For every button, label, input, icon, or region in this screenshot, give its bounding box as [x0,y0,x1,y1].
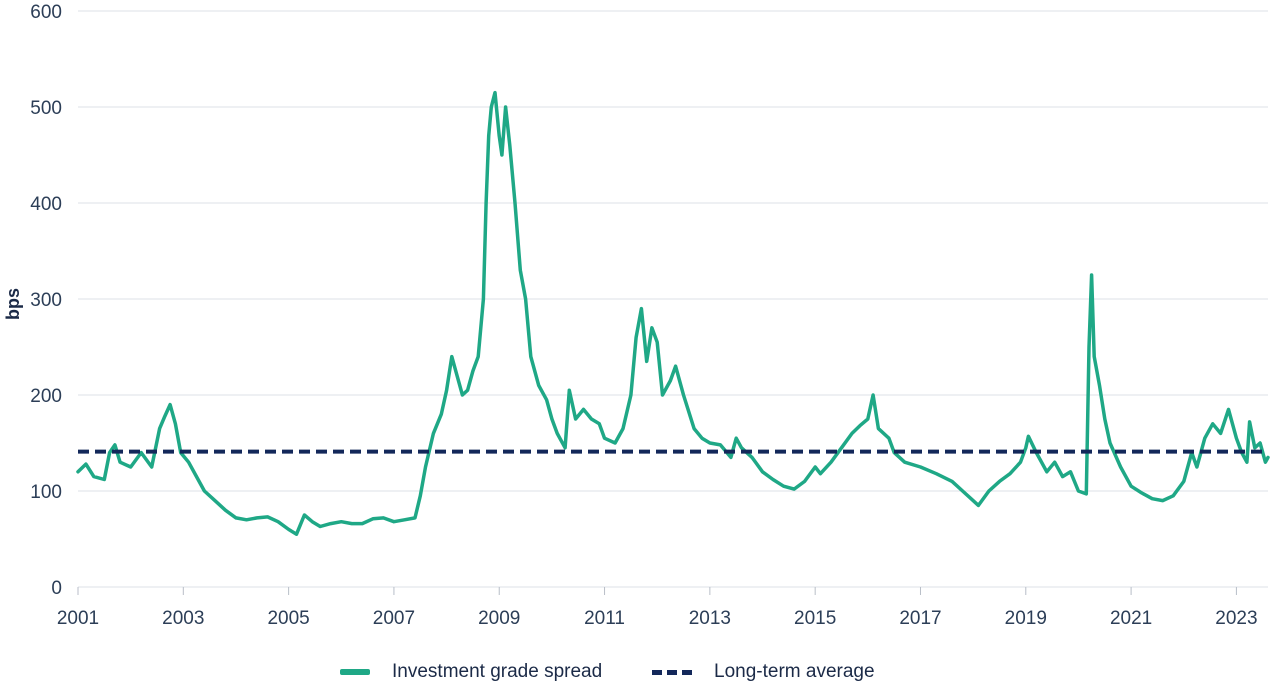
series-lines [76,90,1270,536]
x-tick-label: 2015 [794,608,836,629]
legend-item-average: Long-term average [652,659,875,685]
x-tick-label: 2017 [899,608,941,629]
y-tick-label: 100 [30,482,62,503]
legend-swatch-average [652,669,692,675]
x-tick-label: 2003 [162,608,204,629]
line-chart: 0 100 200 300 400 500 600 2001 2003 2005 2007 2009… [3,2,1270,629]
y-axis-ticks: 0 100 200 300 400 500 600 [30,2,62,599]
x-tick-label: 2013 [689,608,731,629]
y-tick-label: 300 [30,290,62,311]
y-axis-title: bps [3,288,23,320]
legend-label-average: Long-term average [714,661,875,682]
legend-label-spread: Investment grade spread [392,661,603,682]
y-tick-label: 200 [30,386,62,407]
x-tick-label: 2011 [584,608,625,629]
x-tick-label: 2023 [1215,608,1257,629]
series-line-spread [76,90,1270,536]
y-tick-label: 0 [51,578,62,599]
y-tick-label: 600 [30,2,62,23]
gridlines [78,10,1268,588]
legend-swatch-spread [340,669,370,675]
x-tick-label: 2009 [478,608,520,629]
x-axis-ticks: 2001 2003 2005 2007 2009 2011 2013 2015 2017 2019… [57,587,1258,629]
y-tick-label: 500 [30,98,62,119]
legend-item-spread: Investment grade spread [340,659,602,685]
y-tick-label: 400 [30,194,62,215]
x-tick-label: 2001 [57,608,99,629]
legend: Investment grade spread Long-term averag… [0,655,1280,687]
x-tick-label: 2021 [1110,608,1152,629]
x-tick-label: 2007 [373,608,415,629]
x-tick-label: 2019 [1005,608,1047,629]
x-tick-label: 2005 [267,608,309,629]
